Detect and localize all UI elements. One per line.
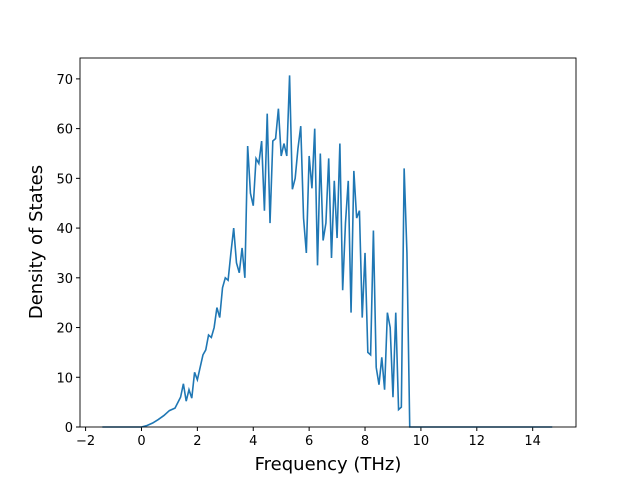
x-tick-label: 12 (469, 434, 486, 449)
plot-frame (79, 57, 577, 428)
x-tick-label: 8 (361, 434, 369, 449)
y-tick-label: 30 (56, 272, 73, 287)
x-tick-label: 4 (249, 434, 257, 449)
x-axis-label: Frequency (THz) (255, 454, 402, 475)
y-tick-label: 10 (56, 371, 73, 386)
x-tick-label: 0 (137, 434, 145, 449)
x-tick-label: 2 (193, 434, 201, 449)
y-tick-label: 50 (56, 172, 73, 187)
y-tick-label: 70 (56, 73, 73, 88)
x-tick-label: 6 (305, 434, 313, 449)
x-tick-label: 14 (524, 434, 541, 449)
y-axis-label: Density of States (26, 165, 47, 319)
line-series (102, 75, 553, 428)
y-tick-label: 40 (56, 222, 73, 237)
y-tick-label: 60 (56, 123, 73, 138)
x-tick-label: −2 (76, 434, 95, 449)
y-tick-label: 20 (56, 322, 73, 337)
x-tick-label: 10 (413, 434, 430, 449)
y-tick-label: 0 (65, 421, 73, 436)
